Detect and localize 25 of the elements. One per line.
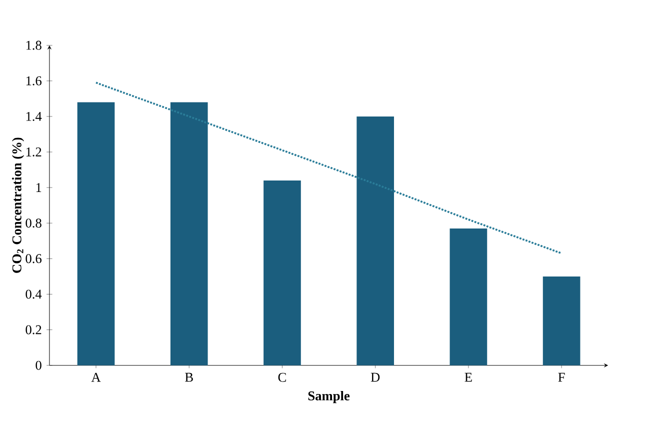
x-tick-label: C <box>278 372 286 382</box>
y-tick-label: 1.2 <box>26 147 42 157</box>
x-tick-label: A <box>91 372 101 382</box>
bar <box>170 102 208 366</box>
bar <box>356 116 394 366</box>
y-axis-title: CO$_{2}$ Concentration (%) <box>12 138 24 273</box>
x-tick-label: B <box>185 372 193 382</box>
y-tick-label: 0.6 <box>26 254 42 264</box>
y-tick-label: 1.6 <box>26 76 42 86</box>
y-tick-label: 1.4 <box>26 112 42 121</box>
x-tick-label: F <box>558 372 565 382</box>
line-series <box>95 82 562 254</box>
y-tick-label: 0.4 <box>26 290 42 299</box>
bar <box>77 102 115 366</box>
bar <box>542 276 580 366</box>
y-tick-label: 0 <box>36 360 42 370</box>
x-tick-label: E <box>464 372 472 382</box>
x-axis-title: Sample <box>308 390 350 404</box>
y-tick-label: 1 <box>36 183 42 192</box>
y-tick-label: 0.8 <box>26 218 42 228</box>
bar <box>450 228 488 366</box>
x-tick-label: D <box>370 372 380 382</box>
bar <box>264 180 301 366</box>
y-tick-label: 0.2 <box>26 325 42 334</box>
y-tick-label: 1.8 <box>26 40 42 50</box>
